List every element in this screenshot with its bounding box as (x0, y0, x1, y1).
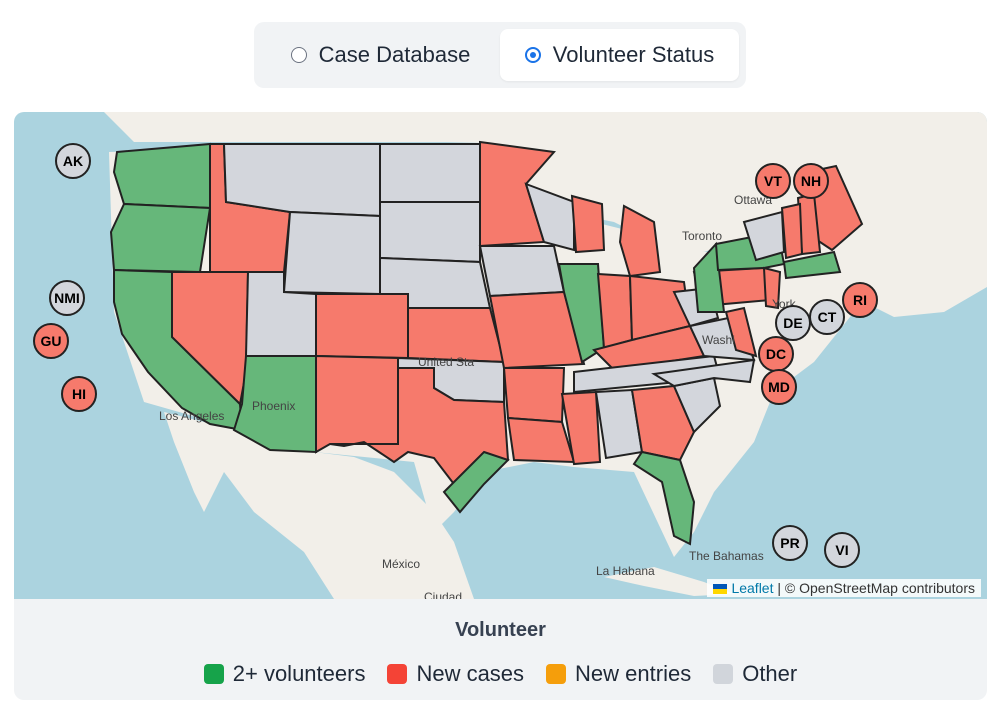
view-toggle: Case Database Volunteer Status (254, 22, 746, 88)
badge-ak[interactable]: AK (55, 143, 91, 179)
badge-nmi[interactable]: NMI (49, 280, 85, 316)
legend-item-new-cases: New cases (387, 661, 524, 687)
state-virginia-coast (724, 306, 758, 358)
svg-text:NMI: NMI (54, 290, 80, 306)
legend-label-other: Other (742, 661, 798, 686)
map-legend: Volunteer 2+ volunteers New cases New en… (14, 599, 987, 700)
state-indiana (596, 272, 634, 350)
map-attribution: Leaflet | © OpenStreetMap contributors (707, 579, 981, 597)
state-kansas (407, 307, 506, 364)
place-label-ottawa: Ottawa (734, 193, 772, 207)
volunteer-status-radio[interactable] (524, 47, 541, 63)
svg-text:DC: DC (766, 346, 786, 362)
svg-text:VI: VI (835, 542, 848, 558)
place-label-toronto: Toronto (682, 229, 722, 243)
badge-ri[interactable]: RI (842, 282, 878, 318)
svg-text:GU: GU (41, 333, 62, 349)
legend-swatch-red (387, 664, 408, 684)
badge-dc[interactable]: DC (758, 336, 794, 372)
legend-item-volunteers: 2+ volunteers (203, 661, 366, 687)
state-arkansas (502, 367, 566, 424)
state-colorado (315, 293, 409, 360)
legend-item-other: Other (713, 661, 797, 687)
place-label-ciudad: Ciudad (424, 590, 462, 599)
case-database-label: Case Database (318, 42, 471, 67)
state-minnesota-east (570, 194, 606, 254)
us-map[interactable]: Ottawa Toronto Phoenix Los Angeles Méxic… (14, 112, 987, 599)
state-montana (222, 143, 381, 218)
state-georgia (630, 384, 696, 462)
state-wyoming (282, 210, 381, 296)
badge-hi[interactable]: HI (61, 376, 97, 412)
place-label-washington: Washi (702, 333, 735, 347)
svg-text:NH: NH (801, 173, 821, 189)
state-texas (329, 367, 510, 494)
legend-items: 2+ volunteers New cases New entries Othe… (14, 661, 987, 687)
mexico-land (164, 412, 474, 599)
svg-text:HI: HI (72, 386, 86, 402)
legend-swatch-gray (713, 664, 734, 684)
case-database-radio[interactable] (290, 47, 307, 63)
place-label-mexico: México (382, 557, 420, 571)
state-massachusetts (782, 250, 842, 280)
attribution-text: | © OpenStreetMap contributors (777, 580, 975, 596)
badge-nh[interactable]: NH (793, 163, 829, 199)
state-north-carolina (651, 358, 756, 388)
place-label-la-habana: La Habana (596, 564, 655, 578)
state-new-mexico (315, 354, 399, 454)
leaflet-link[interactable]: Leaflet (731, 580, 774, 596)
state-illinois (557, 263, 606, 364)
volunteer-status-option[interactable]: Volunteer Status (500, 29, 739, 81)
state-oregon (109, 202, 212, 274)
badge-gu[interactable]: GU (33, 323, 69, 359)
state-new-york-north (742, 210, 786, 262)
badge-vt[interactable]: VT (755, 163, 791, 199)
case-database-option[interactable]: Case Database (261, 29, 500, 81)
svg-text:VT: VT (764, 173, 782, 189)
state-vermont (780, 202, 804, 260)
svg-text:MD: MD (768, 379, 790, 395)
legend-item-new-entries: New entries (546, 661, 691, 687)
ukraine-flag-icon (713, 584, 728, 594)
map-canvas[interactable]: Ottawa Toronto Phoenix Los Angeles Méxic… (14, 112, 987, 599)
canada-land (14, 112, 987, 317)
legend-title: Volunteer (455, 619, 546, 641)
place-label-bahamas: The Bahamas (689, 549, 764, 563)
legend-label-new-cases: New cases (416, 661, 525, 686)
state-north-dakota (379, 143, 481, 203)
legend-label-new-entries: New entries (575, 661, 692, 686)
svg-text:CT: CT (818, 309, 837, 325)
svg-text:PR: PR (780, 535, 799, 551)
badge-vi[interactable]: VI (824, 532, 860, 568)
state-mississippi (560, 390, 602, 466)
svg-text:AK: AK (63, 153, 83, 169)
place-label-united-states: United Sta (418, 355, 474, 369)
badge-de[interactable]: DE (775, 305, 811, 341)
svg-text:DE: DE (783, 315, 802, 331)
state-iowa (478, 245, 566, 298)
legend-swatch-orange (546, 664, 567, 684)
state-michigan (618, 204, 662, 278)
legend-label-volunteers: 2+ volunteers (232, 661, 366, 686)
state-new-jersey (762, 266, 782, 310)
svg-text:RI: RI (853, 292, 867, 308)
state-south-dakota (379, 201, 481, 264)
cuba-land (604, 567, 734, 596)
state-florida (632, 450, 696, 546)
place-label-los-angeles: Los Angeles (159, 409, 224, 423)
badge-pr[interactable]: PR (772, 525, 808, 561)
volunteer-status-label: Volunteer Status (552, 42, 715, 67)
legend-swatch-green (203, 664, 224, 684)
badge-md[interactable]: MD (761, 369, 797, 405)
state-washington (112, 142, 211, 210)
place-label-phoenix: Phoenix (252, 399, 295, 413)
state-texas-gulf (442, 450, 510, 514)
badge-ct[interactable]: CT (809, 299, 845, 335)
state-missouri (488, 290, 586, 370)
state-wisconsin (524, 182, 575, 252)
